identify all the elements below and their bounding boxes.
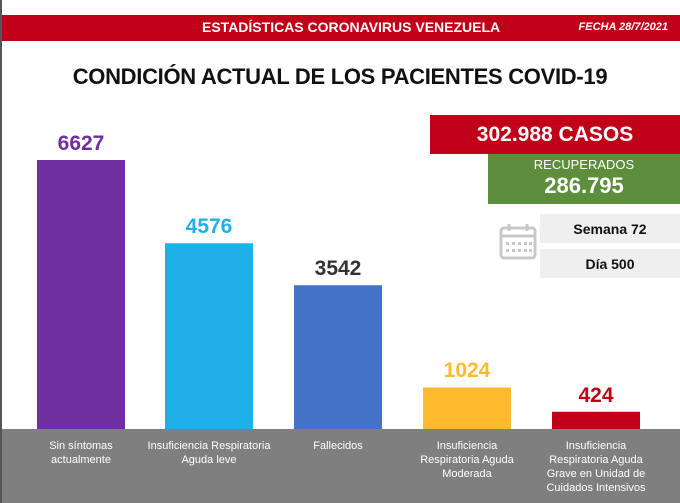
week-text: Semana 72 (573, 220, 647, 237)
category-label-4: Insuficiencia Respiratoria Aguda Grave e… (546, 440, 646, 494)
bar-2 (294, 285, 382, 429)
category-label-0: Sin síntomas actualmente (49, 440, 113, 466)
bar-4 (552, 411, 640, 429)
header-title: ESTADÍSTICAS CORONAVIRUS VENEZUELA (202, 19, 501, 35)
category-band (2, 429, 680, 503)
week-box: Semana 72 (540, 214, 680, 243)
total-cases-badge: 302.988 CASOS (430, 115, 680, 154)
header-date: FECHA 28/7/2021 (578, 21, 668, 33)
category-label-1: Insuficiencia Respiratoria Aguda leve (147, 440, 271, 466)
recovered-value: 286.795 (544, 173, 624, 198)
category-label-3: Insuficiencia Respiratoria Aguda Moderad… (420, 440, 514, 480)
value-label-4: 424 (578, 383, 614, 407)
total-cases-text: 302.988 CASOS (476, 122, 634, 146)
left-border (0, 0, 2, 503)
bar-1 (165, 243, 253, 429)
bar-0 (37, 160, 125, 429)
chart-title: CONDICIÓN ACTUAL DE LOS PACIENTES COVID-… (72, 64, 608, 89)
day-text: Día 500 (585, 255, 635, 272)
value-label-2: 3542 (314, 257, 362, 281)
value-label-0: 6627 (57, 132, 105, 155)
bar-3 (423, 387, 511, 429)
header-bar: ESTADÍSTICAS CORONAVIRUS VENEZUELA FECHA… (2, 15, 680, 41)
calendar-icon (499, 224, 537, 260)
recovered-badge: RECUPERADOS 286.795 (488, 154, 680, 204)
value-label-1: 4576 (185, 215, 233, 239)
day-box: Día 500 (540, 249, 680, 278)
value-label-3: 1024 (443, 359, 491, 383)
recovered-label: RECUPERADOS (533, 157, 635, 172)
category-label-2: Fallecidos (313, 440, 363, 452)
